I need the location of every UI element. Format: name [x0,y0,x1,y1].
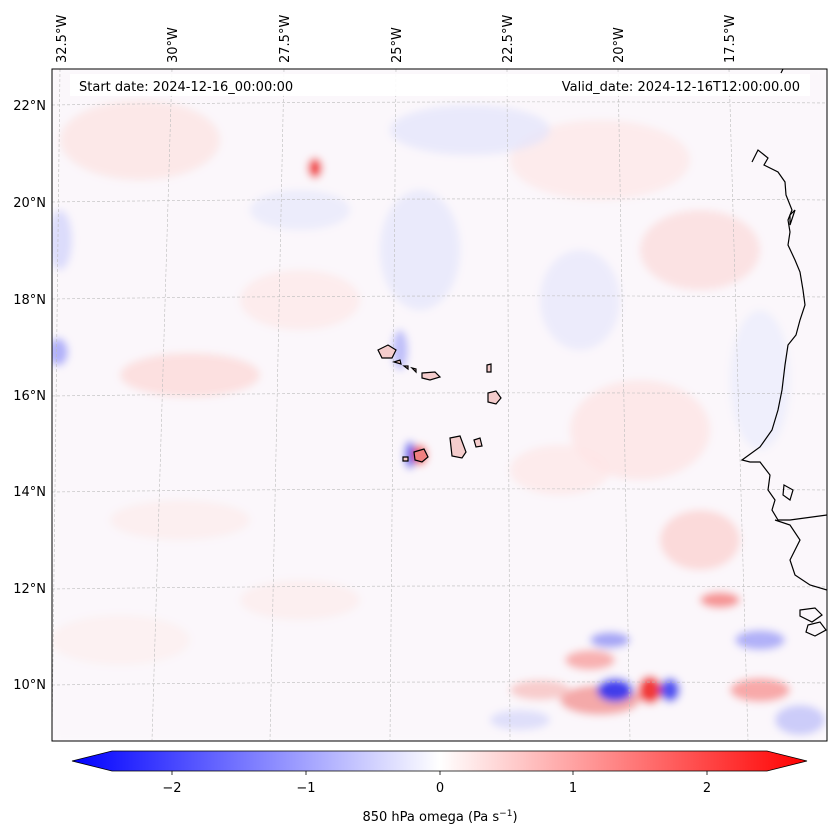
island-santo-antao [377,344,397,359]
start-date-label: Start date: 2024-12-16_00:00:00 [79,80,293,95]
omega-field [52,69,827,741]
lon-label: 22.5°W [501,15,516,63]
colorbar-ticks [171,771,708,775]
colorbar-tick-label: 0 [436,781,444,796]
lat-label: 12°N [13,582,46,597]
lat-label: 14°N [13,485,46,500]
lat-label: 20°N [13,196,46,211]
african-coastline [740,69,827,521]
colorbar-tick-label: 1 [569,781,577,796]
colorbar-tick-label: −1 [296,781,315,796]
lon-label: 25°W [390,27,405,63]
colorbar: −2 −1 0 1 2 850 hPa omega (Pa s−1) [71,750,808,825]
colorbar-bar [71,750,808,772]
lon-label: 27.5°W [278,15,293,63]
lat-label: 10°N [13,678,46,693]
longitude-labels: 32.5°W 30°W 27.5°W 25°W 22.5°W 20°W 17.5… [55,15,738,63]
coastlines [740,69,827,637]
cape-verde-islands [377,344,502,463]
lon-label: 30°W [166,27,181,63]
lat-label: 18°N [13,293,46,308]
map-panel: Start date: 2024-12-16_00:00:00 Valid_da… [51,68,828,742]
latitude-labels: 22°N 20°N 18°N 16°N 14°N 12°N 10°N [13,99,46,693]
lon-label: 32.5°W [55,15,70,63]
colorbar-label: 850 hPa omega (Pa s−1) [362,809,517,825]
date-bar-background [70,74,810,96]
map-frame [51,68,828,742]
map-gridlines [52,69,827,741]
valid-date-label: Valid_date: 2024-12-16T12:00:00.00 [562,80,800,95]
lon-label: 20°W [612,27,627,63]
colorbar-tick-label: 2 [703,781,711,796]
lon-label: 17.5°W [723,15,738,63]
colorbar-tick-label: −2 [162,781,181,796]
lat-label: 16°N [13,389,46,404]
lat-label: 22°N [13,99,46,114]
